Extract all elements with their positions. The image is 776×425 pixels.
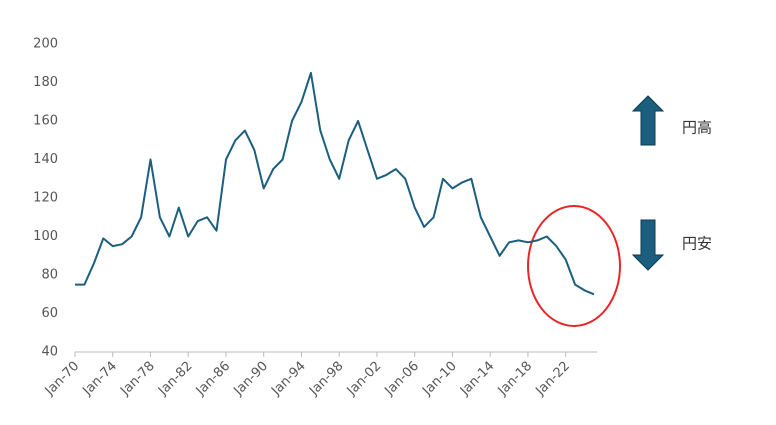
x-tick-label: Jan-94	[268, 359, 309, 400]
y-tick-label: 180	[33, 75, 58, 90]
x-tick-label: Jan-70	[42, 359, 83, 400]
x-tick-label: Jan-74	[80, 359, 121, 400]
y-tick-label: 120	[33, 191, 58, 206]
up-arrow	[631, 95, 665, 146]
x-tick-label: Jan-82	[155, 359, 196, 400]
y-tick-label: 140	[33, 152, 58, 167]
x-tick-label: Jan-10	[419, 359, 460, 400]
annotation: 円高	[682, 119, 712, 137]
data-line	[75, 71, 595, 296]
highlight-circle	[527, 205, 621, 327]
x-tick-label: Jan-02	[344, 359, 385, 400]
x-tick-label: Jan-98	[306, 359, 347, 400]
y-tick-label: 200	[33, 37, 58, 52]
x-tick-label: Jan-86	[193, 359, 234, 400]
y-tick-label: 40	[41, 345, 58, 360]
annotation: 円安	[682, 235, 712, 253]
y-tick-label: 80	[41, 268, 58, 283]
down-arrow	[631, 219, 665, 271]
x-tick-label: Jan-90	[231, 359, 272, 400]
x-tick-label: Jan-78	[117, 359, 158, 400]
x-tick-label: Jan-06	[382, 359, 423, 400]
y-tick-label: 60	[41, 306, 58, 321]
y-tick-label: 160	[33, 114, 58, 129]
x-tick-label: Jan-22	[532, 359, 573, 400]
y-tick-label: 100	[33, 229, 58, 244]
x-tick-label: Jan-18	[495, 359, 536, 400]
x-tick-label: Jan-14	[457, 359, 498, 400]
